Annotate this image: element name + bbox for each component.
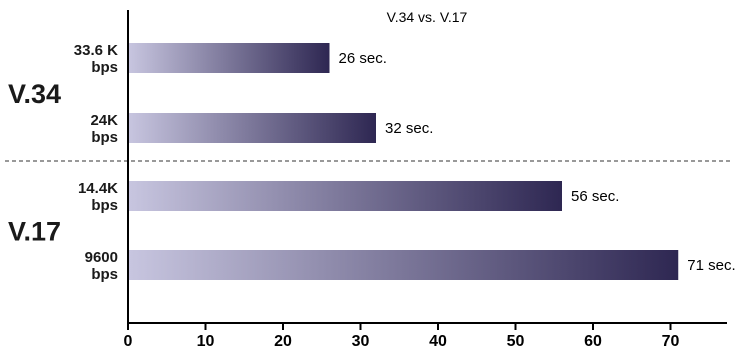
category-label: bps bbox=[91, 59, 118, 76]
category-label: 14.4K bbox=[78, 180, 118, 197]
group-label: V.17 bbox=[8, 217, 61, 247]
x-tick-label: 20 bbox=[274, 333, 292, 350]
category-label: 9600 bbox=[85, 249, 118, 266]
bar bbox=[128, 43, 330, 73]
x-tick-label: 40 bbox=[429, 333, 447, 350]
data-label: 71 sec. bbox=[687, 257, 735, 274]
category-label: bps bbox=[91, 266, 118, 283]
x-tick-label: 60 bbox=[584, 333, 602, 350]
data-label: 26 sec. bbox=[339, 50, 387, 67]
x-tick-label: 10 bbox=[197, 333, 215, 350]
category-label: 24K bbox=[90, 112, 118, 129]
x-tick-label: 50 bbox=[507, 333, 525, 350]
data-label: 56 sec. bbox=[571, 188, 619, 205]
category-label: bps bbox=[91, 129, 118, 146]
bar bbox=[128, 113, 376, 143]
chart-title: V.34 vs. V.17 bbox=[387, 9, 468, 25]
bar bbox=[128, 250, 679, 280]
data-label: 32 sec. bbox=[385, 120, 433, 137]
category-label: bps bbox=[91, 197, 118, 214]
group-label: V.34 bbox=[8, 79, 61, 109]
bar bbox=[128, 181, 562, 211]
x-tick-label: 0 bbox=[124, 333, 133, 350]
category-label: 33.6 K bbox=[74, 42, 118, 59]
x-tick-label: 30 bbox=[352, 333, 370, 350]
x-tick-label: 70 bbox=[662, 333, 680, 350]
